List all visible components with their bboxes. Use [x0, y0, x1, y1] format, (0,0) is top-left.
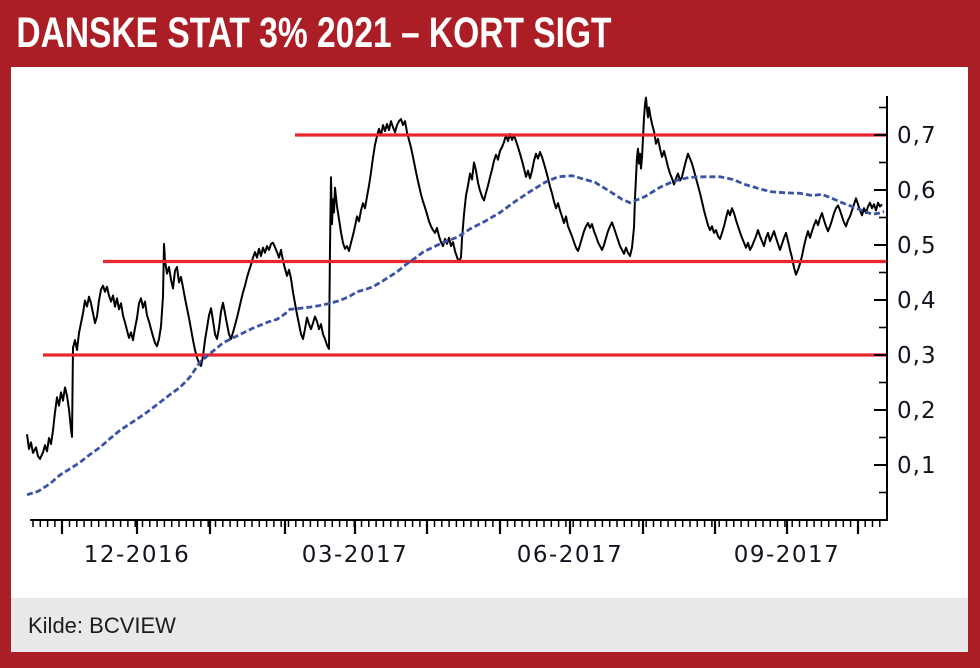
source-bar: Kilde: BCVIEW [11, 598, 968, 652]
x-axis-label: 12-2016 [84, 542, 191, 568]
price-chart: 12-2016 03-2017 06-2017 09-2017 0,1 0,2 0,3 0,4… [11, 67, 968, 598]
y-axis-label: 0,2 [897, 398, 937, 424]
source-label: Kilde: BCVIEW [28, 613, 176, 638]
y-axis-label: 0,1 [897, 453, 937, 479]
moving-average-line [26, 174, 885, 497]
chart-title: DANSKE STAT 3% 2021 – KORT SIGT [16, 9, 612, 57]
x-axis-label: 06-2017 [517, 542, 624, 568]
y-axis-label: 0,5 [897, 233, 937, 259]
frame-border-left [0, 0, 11, 668]
y-axis-label: 0,3 [897, 343, 937, 369]
frame-border-right [968, 0, 980, 668]
frame-border-bottom [0, 652, 980, 668]
x-axis-label: 03-2017 [302, 542, 409, 568]
y-axis-label: 0,4 [897, 288, 937, 314]
x-axis-label: 09-2017 [734, 542, 841, 568]
y-axis-label: 0,7 [897, 123, 937, 149]
chart-header: DANSKE STAT 3% 2021 – KORT SIGT [0, 0, 980, 67]
y-axis-label: 0,6 [897, 178, 937, 204]
